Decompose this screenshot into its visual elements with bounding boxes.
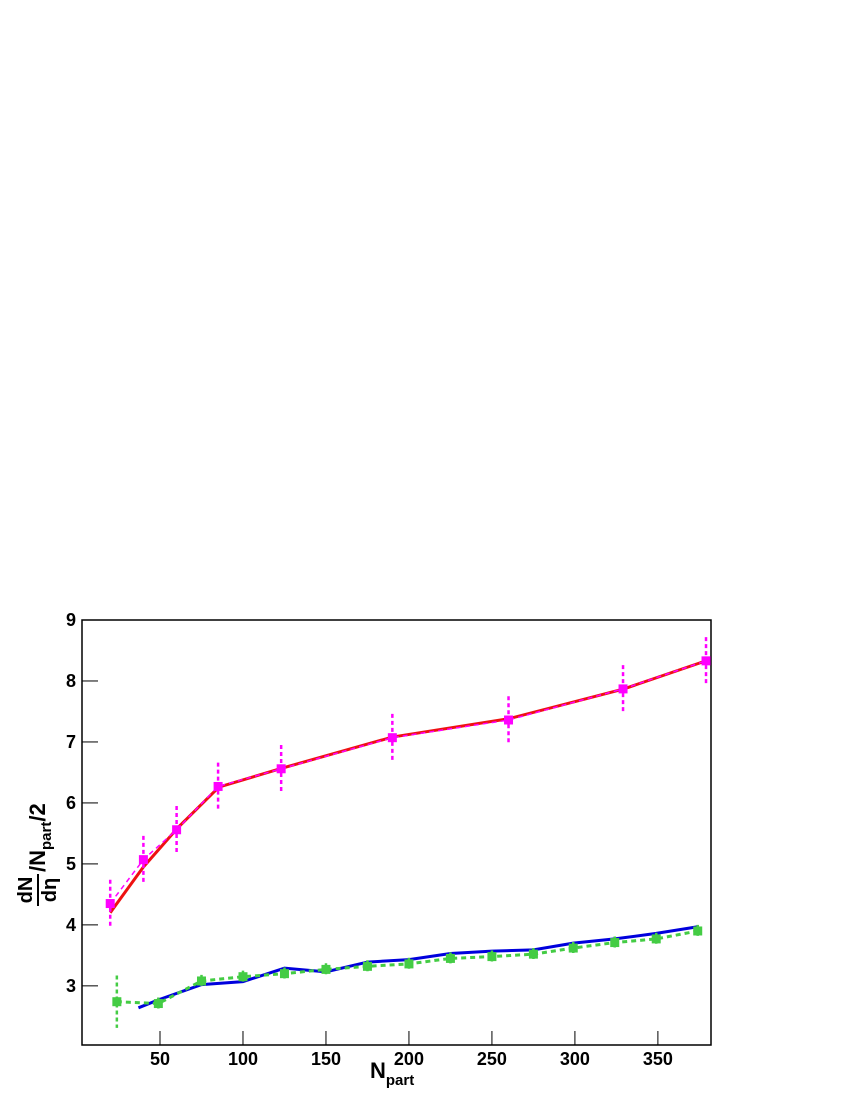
y-label-sub: part	[38, 822, 55, 850]
data-point	[153, 999, 163, 1009]
data-point	[528, 949, 538, 959]
y-tick-label: 5	[66, 854, 76, 874]
data-point	[238, 972, 248, 982]
data-point	[276, 764, 286, 774]
data-point	[387, 733, 397, 743]
x-tick-label: 300	[560, 1049, 590, 1069]
y-tick-label: 7	[66, 732, 76, 752]
data-point	[487, 952, 497, 962]
data-point	[213, 781, 223, 791]
data-point	[321, 964, 331, 974]
x-tick-label: 350	[643, 1049, 673, 1069]
data-point	[701, 656, 711, 666]
x-tick-label: 150	[311, 1049, 341, 1069]
y-tick-label: 3	[66, 976, 76, 996]
series-line	[109, 658, 709, 914]
x-label-main: N	[370, 1058, 386, 1083]
data-point	[610, 938, 620, 948]
x-tick-label: 50	[150, 1049, 170, 1069]
y-tick-label: 4	[66, 915, 76, 935]
data-point	[196, 976, 206, 986]
data-point	[362, 961, 372, 971]
data-point	[504, 715, 514, 725]
data-point	[172, 825, 182, 835]
data-point	[279, 969, 289, 979]
data-point	[618, 684, 628, 694]
series-line	[109, 660, 707, 904]
y-label-denominator: dη	[39, 878, 61, 902]
y-label-rest: /Npart/2	[25, 803, 55, 872]
data-point	[138, 855, 148, 865]
data-point	[445, 953, 455, 963]
data-point	[112, 997, 122, 1007]
x-tick-label: 100	[228, 1049, 258, 1069]
y-tick-label: 9	[66, 610, 76, 630]
data-point	[105, 899, 115, 909]
y-label-numerator: dN	[15, 877, 37, 904]
data-point	[693, 926, 703, 936]
y-label-main: /N	[25, 850, 50, 872]
x-tick-label: 250	[477, 1049, 507, 1069]
y-tick-label: 8	[66, 671, 76, 691]
y-axis-label: dN dη /Npart/2	[15, 803, 61, 906]
x-axis-label: Npart	[370, 1058, 414, 1089]
plot-frame	[81, 619, 712, 1046]
y-tick-label: 6	[66, 793, 76, 813]
data-point	[404, 959, 414, 969]
data-point	[651, 934, 661, 944]
data-point	[568, 943, 578, 953]
x-tick-label: 200	[394, 1049, 424, 1069]
y-label-tail: /2	[25, 803, 50, 821]
x-label-sub: part	[386, 1072, 414, 1089]
